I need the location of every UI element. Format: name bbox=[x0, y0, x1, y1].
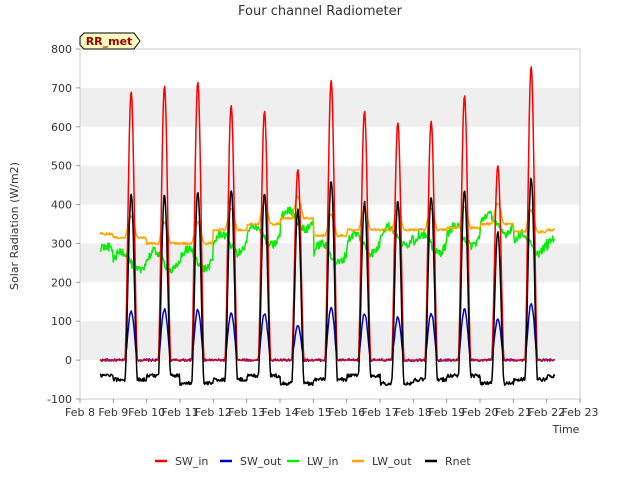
grid-band bbox=[80, 321, 580, 361]
series-lines bbox=[99, 66, 556, 387]
legend-label-lw-out: LW_out bbox=[372, 455, 412, 468]
series-line-rnet bbox=[99, 177, 556, 387]
chart-title: Four channel Radiometer bbox=[238, 4, 403, 19]
legend-label-lw-in: LW_in bbox=[307, 455, 339, 468]
legend-label-rnet: Rnet bbox=[445, 455, 471, 468]
x-tick-label: Feb 8 bbox=[65, 406, 95, 419]
x-tick-label: Feb 11 bbox=[162, 406, 199, 419]
y-tick-label: 0 bbox=[65, 354, 72, 367]
y-axis-label: Solar Radiation (W/m2) bbox=[8, 162, 21, 290]
x-tick-label: Feb 19 bbox=[428, 406, 465, 419]
x-tick-label: Feb 18 bbox=[395, 406, 432, 419]
plot-area bbox=[79, 48, 581, 400]
x-tick-label: Feb 16 bbox=[328, 406, 365, 419]
y-tick-label: 400 bbox=[51, 199, 72, 212]
x-axis-label: Time bbox=[552, 423, 580, 436]
x-tick-label: Feb 9 bbox=[98, 406, 128, 419]
station-badge: RR_met bbox=[79, 32, 141, 50]
x-tick-label: Feb 22 bbox=[528, 406, 565, 419]
station-label: RR_met bbox=[86, 35, 133, 48]
y-tick-label: -100 bbox=[47, 393, 72, 406]
x-tick-label: Feb 15 bbox=[295, 406, 332, 419]
x-tick-label: Feb 13 bbox=[228, 406, 265, 419]
x-tick-label: Feb 10 bbox=[128, 406, 165, 419]
y-tick-label: 500 bbox=[51, 160, 72, 173]
series-line-sw-in bbox=[99, 66, 555, 361]
y-tick-label: 100 bbox=[51, 315, 72, 328]
y-tick-label: 800 bbox=[51, 43, 72, 56]
legend: SW_in SW_out LW_in LW_out Rnet bbox=[155, 455, 471, 468]
y-tick-label: 300 bbox=[51, 237, 72, 250]
y-tick-label: 700 bbox=[51, 82, 72, 95]
x-tick-label: Feb 21 bbox=[495, 406, 532, 419]
x-tick-label: Feb 23 bbox=[562, 406, 599, 419]
y-tick-label: 200 bbox=[51, 276, 72, 289]
x-tick-label: Feb 12 bbox=[195, 406, 232, 419]
x-tick-label: Feb 20 bbox=[462, 406, 499, 419]
x-tick-label: Feb 17 bbox=[362, 406, 399, 419]
legend-label-sw-out: SW_out bbox=[240, 455, 282, 468]
station-badge-box bbox=[79, 32, 141, 50]
x-tick-label: Feb 14 bbox=[262, 406, 299, 419]
y-tick-label: 600 bbox=[51, 121, 72, 134]
legend-label-sw-in: SW_in bbox=[175, 455, 208, 468]
